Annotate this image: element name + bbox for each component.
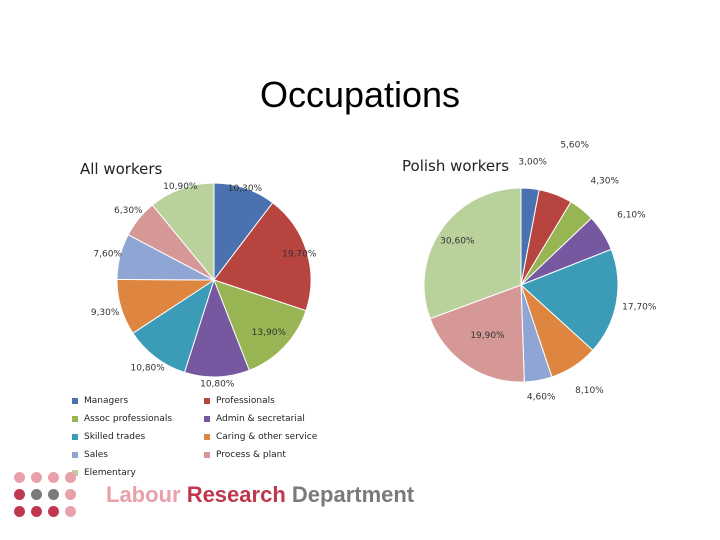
legend-item: Admin & secretarial [204, 414, 305, 424]
data-label: 7,60% [93, 249, 122, 259]
legend-item: Assoc professionals [72, 414, 172, 424]
polish-workers-title: Polish workers [402, 157, 510, 175]
data-label: 6,30% [114, 206, 143, 216]
legend-label: Managers [84, 396, 129, 406]
data-label: 10,30% [228, 184, 263, 194]
legend-swatch [72, 397, 78, 404]
legend-label: Caring & other service [216, 432, 318, 442]
data-label: 4,60% [527, 393, 556, 403]
data-label: 19,70% [282, 250, 317, 260]
slide-title: Occupations [259, 74, 461, 115]
logo-dot [48, 472, 59, 483]
data-label: 3,00% [518, 157, 547, 167]
logo-dot [65, 489, 76, 500]
legend-swatch [72, 415, 78, 422]
pie-slice-assoc-professionals [213, 279, 307, 372]
logo-dot [14, 472, 25, 483]
legend-swatch [204, 433, 210, 440]
legend-label: Professionals [216, 396, 275, 406]
logo-dot [31, 506, 42, 517]
logo-dot [14, 489, 25, 500]
legend-swatch [72, 469, 78, 476]
pie-slice-process-plant [429, 284, 525, 383]
logo-dot [65, 506, 76, 517]
data-label: 30,60% [440, 237, 475, 247]
legend-item: Professionals [204, 396, 275, 406]
logo-dots-icon [14, 472, 86, 524]
data-label: 17,70% [622, 303, 657, 313]
legend-swatch [72, 433, 78, 440]
data-label: 13,90% [252, 328, 287, 338]
data-label: 5,60% [560, 141, 589, 151]
legend-swatch [72, 451, 78, 458]
pie-slice-skilled-trades [132, 278, 215, 374]
data-label: 19,90% [470, 331, 505, 341]
logo-dot [48, 506, 59, 517]
legend-item: Caring & other service [204, 432, 317, 442]
legend-label: Sales [84, 450, 108, 460]
data-label: 10,90% [163, 182, 198, 192]
all-workers-pie: 10,30% 19,70% 13,90% 10,80% 10,80% 9,30% 7,60%… [91, 182, 317, 390]
pie-slice-skilled-trades [520, 248, 619, 351]
labour-research-department-logo: Labour Research Department [14, 472, 434, 528]
legend-item: Process & plant [204, 450, 286, 460]
logo-word-department: Department [291, 482, 415, 507]
logo-word-research: Research [186, 482, 286, 507]
legend-label: Skilled trades [84, 432, 146, 442]
legend-label: Assoc professionals [84, 414, 173, 424]
legend-swatch [204, 397, 210, 404]
polish-workers-pie: 3,00% 5,60% 4,30% 6,10% 17,70% 8,10% 4,60% 19,9… [423, 141, 657, 403]
logo-dot [65, 472, 76, 483]
legend-label: Process & plant [216, 450, 286, 460]
all-workers-title: All workers [80, 160, 163, 178]
logo-dot [31, 472, 42, 483]
pie-slice-elementary [423, 187, 522, 320]
legend-swatch [204, 451, 210, 458]
pie-slice-admin-secretarial [183, 278, 250, 378]
data-label: 10,80% [200, 380, 235, 390]
legend-item: Managers [72, 396, 128, 406]
pie-slice-professionals [213, 202, 312, 312]
legend-item: Elementary [72, 468, 136, 478]
legend-label: Elementary [84, 468, 136, 478]
data-label: 6,10% [617, 211, 646, 221]
logo-text: Labour Research Department [106, 482, 414, 508]
logo-dot [48, 489, 59, 500]
data-label: 9,30% [91, 308, 120, 318]
legend-label: Admin & secretarial [216, 414, 305, 424]
data-label: 10,80% [131, 363, 166, 373]
logo-dot [14, 506, 25, 517]
logo-dot [31, 489, 42, 500]
legend-item: Sales [72, 450, 108, 460]
logo-word-labour: Labour [106, 482, 181, 507]
pie-slice-elementary [151, 182, 215, 282]
data-label: 8,10% [575, 386, 604, 396]
data-label: 4,30% [590, 177, 619, 187]
legend-swatch [204, 415, 210, 422]
legend-item: Skilled trades [72, 432, 145, 442]
